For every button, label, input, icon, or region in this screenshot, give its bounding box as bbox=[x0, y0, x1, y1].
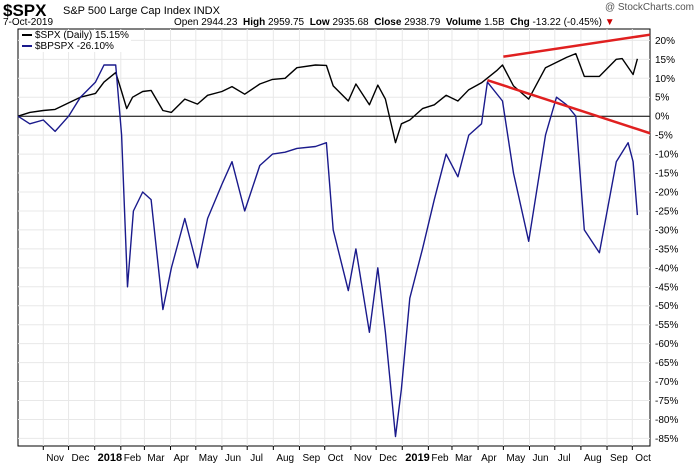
y-tick-label: -65% bbox=[655, 358, 678, 369]
x-tick-label: Dec bbox=[379, 453, 397, 464]
low-label: Low bbox=[309, 17, 330, 28]
x-tick-label: 2019 bbox=[405, 452, 429, 464]
chg-label: Chg bbox=[510, 17, 530, 28]
legend-item-spx: $SPX (Daily) 15.15% bbox=[22, 30, 129, 41]
chg-value: -13.22 (-0.45%) bbox=[532, 17, 602, 28]
down-arrow-icon: ▼ bbox=[604, 17, 615, 28]
bpspx-line bbox=[17, 64, 639, 438]
x-tick-label: Mar bbox=[147, 453, 165, 464]
legend-label-spx: $SPX (Daily) 15.15% bbox=[35, 30, 129, 41]
x-tick-label: Feb bbox=[431, 453, 449, 464]
x-tick-label: Apr bbox=[174, 453, 190, 464]
y-tick-label: 20% bbox=[655, 36, 675, 47]
x-tick-label: Sep bbox=[302, 453, 320, 464]
x-tick-label: Nov bbox=[46, 453, 64, 464]
x-tick-label: Aug bbox=[584, 453, 602, 464]
y-tick-label: 10% bbox=[655, 74, 675, 85]
open-value: 2944.23 bbox=[201, 17, 238, 28]
y-tick-label: -55% bbox=[655, 320, 678, 331]
y-tick-label: -60% bbox=[655, 339, 678, 350]
legend-label-bpspx: $BPSPX -26.10% bbox=[35, 41, 114, 52]
legend-swatch-spx bbox=[22, 34, 32, 37]
y-tick-label: -40% bbox=[655, 263, 678, 274]
description: S&P 500 Large Cap Index INDX bbox=[63, 5, 220, 17]
x-tick-label: Mar bbox=[455, 453, 473, 464]
x-tick-label: Jul bbox=[250, 453, 263, 464]
x-tick-label: 2018 bbox=[98, 452, 122, 464]
legend-swatch-bpspx bbox=[22, 45, 32, 48]
x-tick-label: Jun bbox=[532, 453, 548, 464]
legend-item-bpspx: $BPSPX -26.10% bbox=[22, 41, 129, 52]
y-tick-label: -45% bbox=[655, 282, 678, 293]
close-label: Close bbox=[374, 17, 402, 28]
x-tick-label: May bbox=[506, 453, 525, 464]
x-tick-label: Nov bbox=[354, 453, 372, 464]
open-label: Open bbox=[174, 17, 199, 28]
x-tick-label: Feb bbox=[124, 453, 142, 464]
volume-label: Volume bbox=[445, 17, 482, 28]
y-tick-label: -25% bbox=[655, 206, 678, 217]
x-tick-label: Sep bbox=[610, 453, 628, 464]
stockcharts-credit: @ StockCharts.com bbox=[604, 2, 694, 13]
x-tick-label: Oct bbox=[328, 453, 344, 464]
trendline-2 bbox=[486, 78, 651, 135]
y-tick-label: 15% bbox=[655, 55, 675, 66]
x-tick-label: Oct bbox=[635, 453, 651, 464]
close-value: 2938.79 bbox=[404, 17, 441, 28]
y-tick-label: 0% bbox=[655, 112, 670, 123]
chart-legend: $SPX (Daily) 15.15% $BPSPX -26.10% bbox=[20, 30, 131, 52]
chart-header: $SPX S&P 500 Large Cap Index INDX 7-Oct-… bbox=[0, 0, 700, 28]
y-tick-label: -50% bbox=[655, 301, 678, 312]
x-tick-label: Dec bbox=[72, 453, 90, 464]
quote-bar: Open 2944.23 High 2959.75 Low 2935.68 Cl… bbox=[174, 17, 615, 28]
high-label: High bbox=[242, 17, 266, 28]
low-value: 2935.68 bbox=[332, 17, 369, 28]
x-tick-label: Jul bbox=[558, 453, 571, 464]
y-tick-label: -70% bbox=[655, 377, 678, 388]
y-tick-label: -80% bbox=[655, 415, 678, 426]
trendline-1 bbox=[503, 33, 651, 58]
y-tick-label: -20% bbox=[655, 188, 678, 199]
symbol: $SPX bbox=[3, 1, 47, 20]
x-tick-label: Jun bbox=[225, 453, 241, 464]
volume-value: 1.5B bbox=[484, 17, 505, 28]
y-tick-label: 5% bbox=[655, 93, 670, 104]
x-tick-label: Apr bbox=[481, 453, 497, 464]
y-tick-label: -15% bbox=[655, 169, 678, 180]
y-tick-label: -10% bbox=[655, 150, 678, 161]
spx-line bbox=[17, 52, 639, 144]
y-tick-label: -75% bbox=[655, 396, 678, 407]
high-value: 2959.75 bbox=[267, 17, 305, 28]
y-tick-label: -85% bbox=[655, 434, 678, 445]
quote-date: 7-Oct-2019 bbox=[3, 17, 54, 28]
x-tick-label: Aug bbox=[276, 453, 294, 464]
x-tick-label: May bbox=[199, 453, 218, 464]
y-tick-label: -30% bbox=[655, 225, 678, 236]
y-tick-label: -35% bbox=[655, 244, 678, 255]
y-tick-label: -5% bbox=[655, 131, 673, 142]
